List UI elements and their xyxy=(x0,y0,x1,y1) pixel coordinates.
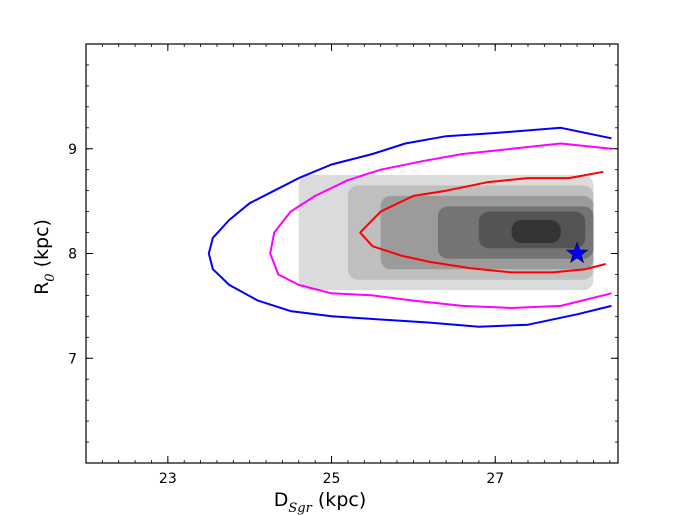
y-axis-label: R0 (kpc) xyxy=(31,219,58,295)
y-tick-label: 7 xyxy=(68,351,77,367)
star-marker xyxy=(565,241,589,264)
x-axis-label-main: D xyxy=(274,489,289,511)
contour-lines xyxy=(207,126,612,328)
x-axis-ticks: 23 25 27 xyxy=(85,44,611,487)
x-axis-label-unit: (kpc) xyxy=(312,489,366,511)
y-axis-label-subscript: 0 xyxy=(43,273,58,281)
contour-outer xyxy=(207,126,612,328)
x-tick-label: 23 xyxy=(159,471,177,487)
density-cell-6 xyxy=(511,219,561,244)
x-axis-label: DSgr (kpc) xyxy=(274,489,366,515)
density-heatmap xyxy=(298,174,594,291)
contour-middle xyxy=(269,142,612,309)
y-axis-label-main: R xyxy=(31,282,53,295)
y-tick-label: 8 xyxy=(68,247,77,263)
sun-marker-layer xyxy=(565,241,589,264)
contour-inner xyxy=(359,170,606,274)
x-axis-label-subscript: Sgr xyxy=(288,501,312,515)
x-tick-label: 27 xyxy=(486,471,504,487)
y-axis-ticks: 7 8 9 xyxy=(68,43,618,464)
y-axis-label-unit: (kpc) xyxy=(31,219,53,273)
x-tick-label: 25 xyxy=(323,471,341,487)
y-tick-label: 9 xyxy=(68,142,77,158)
